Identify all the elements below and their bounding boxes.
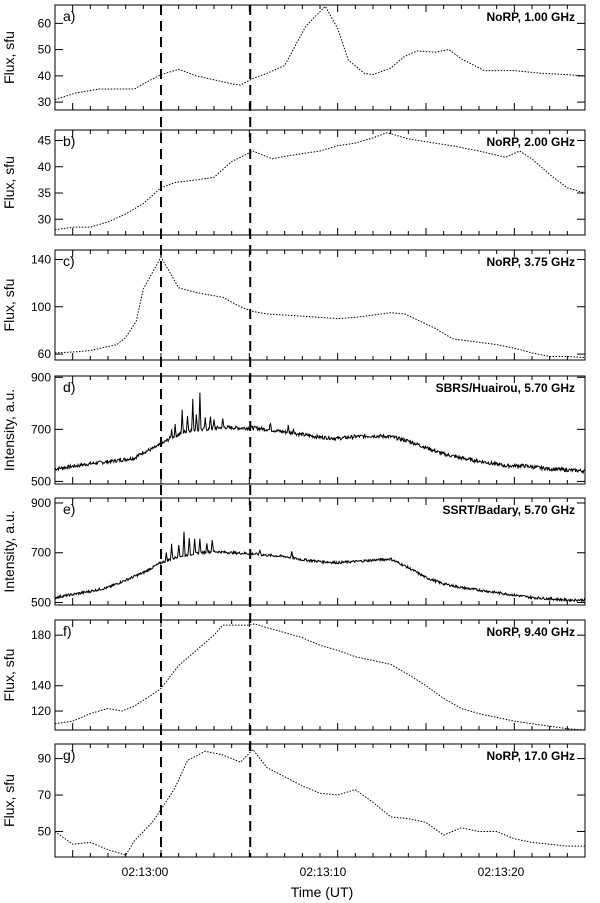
panel-title: NoRP, 1.00 GHz [487, 10, 575, 24]
y-tick-label: 70 [38, 788, 52, 802]
y-tick-label: 700 [31, 546, 51, 560]
x-axis-label: Time (UT) [291, 884, 353, 900]
y-tick-label: 40 [38, 69, 52, 83]
y-tick-label: 30 [38, 212, 52, 226]
y-axis-label: Flux, sfu [1, 649, 17, 702]
panel-label: f) [63, 623, 72, 639]
panel-e: 500 700 900 Intensity, a.u. e) SSRT/Badary, 5… [1, 496, 586, 610]
panel-label: d) [63, 379, 75, 395]
panel-title: NoRP, 9.40 GHz [487, 625, 575, 639]
y-tick-label: 700 [31, 422, 51, 436]
panel-label: g) [63, 747, 75, 763]
y-tick-label: 50 [38, 43, 52, 57]
y-tick-label: 60 [38, 16, 52, 30]
y-tick-label: 45 [38, 134, 52, 148]
panel-label: e) [63, 501, 75, 517]
panel-label: a) [63, 8, 75, 24]
panel-title: NoRP, 17.0 GHz [487, 749, 575, 763]
panel-b: 30 35 40 45 Flux, sfu b) NoRP, 2.00 GHz [1, 129, 586, 236]
y-tick-label: 120 [31, 704, 51, 718]
panel-d: 500 700 900 Intensity, a.u. d) SBRS/Huairou, … [1, 370, 586, 488]
series-line [54, 748, 585, 856]
y-axis-label: Flux, sfu [1, 156, 17, 209]
y-axis-label: Flux, sfu [1, 774, 17, 827]
panel-title: SSRT/Badary, 5.70 GHz [443, 503, 576, 517]
panel-title: SBRS/Huairou, 5.70 GHz [436, 381, 575, 395]
panel-label: c) [63, 253, 75, 269]
series-line [54, 5, 586, 100]
x-tick-label: 02:13:10 [300, 865, 347, 879]
y-tick-label: 40 [38, 160, 52, 174]
y-tick-label: 60 [38, 347, 52, 361]
y-tick-label: 35 [38, 186, 52, 200]
x-tick-label: 02:13:00 [122, 865, 169, 879]
panel-a: 30 40 50 60 Flux, sfu a) NoRP, 1.00 GHz [1, 4, 586, 111]
x-tick-label: 02:13:20 [478, 865, 525, 879]
series-line [54, 256, 586, 359]
y-tick-label: 100 [31, 300, 51, 314]
y-tick-label: 500 [31, 596, 51, 610]
series-line [54, 132, 586, 231]
panel-title: NoRP, 3.75 GHz [487, 255, 575, 269]
y-axis-label: Flux, sfu [1, 31, 17, 84]
panel-label: b) [63, 133, 75, 149]
y-tick-label: 900 [31, 496, 51, 510]
y-tick-label: 50 [38, 824, 52, 838]
y-tick-label: 900 [31, 370, 51, 384]
panel-c: 60 100 140 Flux, sfu c) NoRP, 3.75 GHz [1, 249, 586, 361]
panel-title: NoRP, 2.00 GHz [487, 135, 575, 149]
y-tick-label: 500 [31, 474, 51, 488]
panel-f: 120 140 180 Flux, sfu f) NoRP, 9.40 GHz [1, 619, 586, 731]
panel-g: 50 70 90 Flux, sfu g) NoRP, 17.0 GHz [1, 743, 586, 858]
y-tick-label: 30 [38, 95, 52, 109]
y-axis-label: Intensity, a.u. [1, 510, 17, 592]
y-axis-label: Flux, sfu [1, 279, 17, 332]
y-tick-label: 180 [31, 628, 51, 642]
series-line [54, 392, 586, 475]
y-axis-label: Intensity, a.u. [1, 389, 17, 471]
y-tick-label: 90 [38, 752, 52, 766]
series-line [54, 531, 586, 603]
series-line [54, 623, 586, 731]
y-tick-label: 140 [31, 252, 51, 266]
y-tick-label: 140 [31, 679, 51, 693]
